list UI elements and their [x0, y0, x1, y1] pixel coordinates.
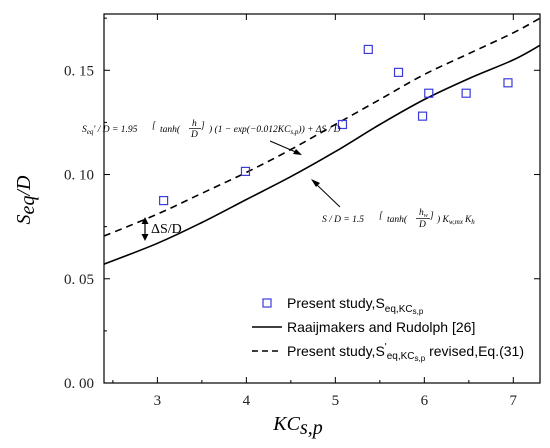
data-point	[159, 195, 169, 206]
data-point	[417, 111, 428, 121]
legend-label-dashed: Present study,S'eq,KCs,p revised,Eq.(31)	[287, 342, 524, 363]
x-tick-label: 6	[421, 393, 429, 409]
svg-text:D: D	[418, 220, 426, 230]
x-tick-label: 5	[332, 393, 340, 409]
series-line-revised	[103, 17, 541, 237]
y-tick-label: 0. 10	[64, 168, 94, 184]
legend: Present study,Seq,KCs,p Raaijmakers and …	[252, 295, 524, 363]
y-tick-label: 0. 15	[64, 63, 94, 79]
legend-label-solid: Raaijmakers and Rudolph [26]	[287, 319, 475, 335]
bracket-right-2: ]	[429, 211, 434, 221]
data-point	[337, 119, 348, 130]
data-point	[393, 67, 404, 77]
x-axis-label: KCs,p	[272, 413, 322, 439]
svg-text:D: D	[190, 130, 198, 140]
dashed-formula-arrow	[269, 140, 302, 155]
delta-s-arrow	[141, 217, 149, 241]
dashed-formula-annotation: Seq' / D = 1.95 [ tanh( h D ] ) (1 − exp…	[82, 119, 341, 140]
x-tick-label: 3	[154, 393, 162, 409]
ticks-layer: 3 4 5 6 7 0. 00 0. 05 0. 10 0. 15	[64, 14, 540, 409]
delta-s-label: ΔS/D	[151, 222, 182, 237]
solid-formula-arrow	[311, 179, 341, 208]
svg-text:S / D = 1.5: S / D = 1.5	[322, 215, 364, 225]
y-axis-label: Seq/D	[13, 175, 39, 224]
bracket-left: [	[152, 121, 157, 131]
data-point	[461, 88, 471, 98]
data-point	[240, 166, 251, 176]
solid-formula-annotation: S / D = 1.5 [ tanh( hw D ] ) Kw,mx Kh	[322, 208, 475, 230]
svg-text:Seq' / D = 1.95: Seq' / D = 1.95	[82, 125, 138, 136]
svg-text:) (1 − exp(−0.012KCs,p)) + ΔS: ) (1 − exp(−0.012KCs,p)) + ΔS / D	[208, 124, 341, 136]
y-axis-label-group: Seq/D	[13, 175, 39, 224]
data-point	[503, 78, 513, 88]
legend-marker-scatter	[262, 298, 272, 308]
y-tick-label: 0. 05	[64, 272, 94, 288]
points-layer	[159, 44, 513, 206]
svg-text:h: h	[192, 119, 197, 129]
y-tick-label: 0. 00	[64, 376, 94, 392]
legend-label-scatter: Present study,Seq,KCs,p	[287, 295, 424, 316]
bracket-right: ]	[200, 121, 205, 131]
data-point	[363, 44, 373, 55]
x-tick-label: 7	[510, 393, 518, 409]
series-line-raaijmakers	[103, 44, 541, 265]
x-tick-label: 4	[243, 393, 251, 409]
data-point	[424, 88, 434, 98]
bracket-left-2: [	[379, 211, 384, 221]
svg-text:hw: hw	[419, 208, 428, 219]
svg-text:tanh(: tanh(	[160, 124, 181, 135]
plot-frame	[103, 13, 541, 384]
svg-text:tanh(: tanh(	[387, 214, 408, 225]
